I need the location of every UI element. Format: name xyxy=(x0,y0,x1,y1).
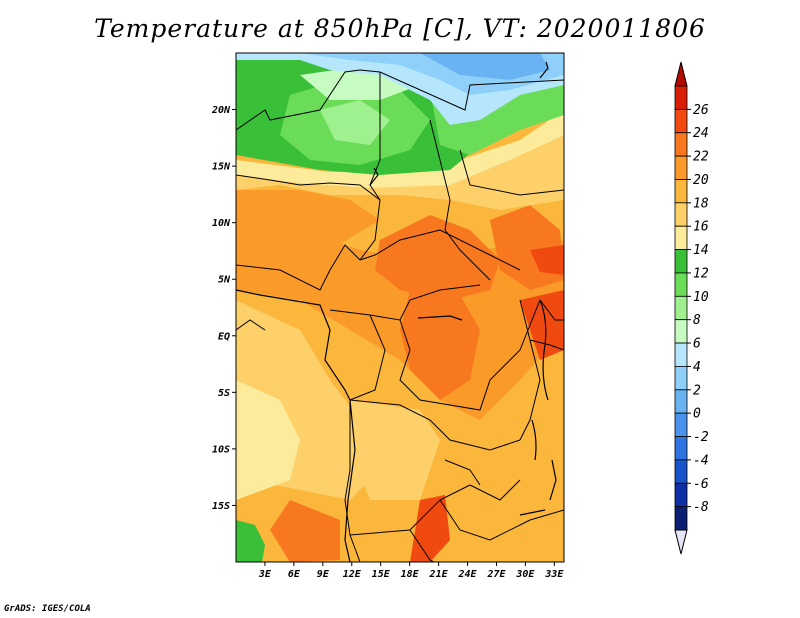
shade-area-north-deepblue xyxy=(420,53,550,80)
colorbar-swatch xyxy=(674,132,688,157)
lat-tick-label: 5S xyxy=(218,388,230,399)
colorbar-swatch xyxy=(674,249,688,274)
colorbar-swatch xyxy=(674,389,688,414)
grads-credit: GrADS: IGES/COLA xyxy=(4,604,91,614)
latitude-axis: 20N 15N 10N 5N EQ 5S 10S 15S xyxy=(211,105,236,512)
longitude-axis: 3E 6E 9E 12E 15E 18E 21E 24E 27E 30E 33E xyxy=(258,562,564,580)
lat-tick-label: 10S xyxy=(212,444,230,455)
shade-area-lakes xyxy=(520,290,564,360)
temperature-map xyxy=(236,53,564,562)
country-borders xyxy=(236,69,564,562)
shade-area-south-central xyxy=(350,400,440,500)
coastlines xyxy=(236,61,557,562)
lat-tick-label: 15S xyxy=(212,501,230,512)
shade-area-sahel xyxy=(236,130,564,210)
colorbar-swatch xyxy=(674,319,688,344)
colorbar-label: 8 xyxy=(693,313,701,328)
lat-tick-label: 15N xyxy=(212,162,231,173)
colorbar-label: 22 xyxy=(693,150,709,165)
shade-area-west-orange xyxy=(236,190,380,250)
lon-tick-label: 6E xyxy=(288,569,301,580)
colorbar-label: -6 xyxy=(693,477,709,492)
colorbar-swatch xyxy=(674,412,688,437)
shade-area-hot-east xyxy=(530,245,564,275)
colorbar-label: 18 xyxy=(693,196,709,211)
colorbar-swatch xyxy=(674,225,688,250)
shade-area-angola-south xyxy=(270,500,340,562)
shade-area-north-palegreen xyxy=(320,100,390,145)
colorbar-swatch xyxy=(674,179,688,204)
colorbar-swatch xyxy=(674,436,688,461)
lon-tick-label: 3E xyxy=(258,569,272,580)
colorbar-label: 4 xyxy=(693,360,701,375)
shade-area-sw-green xyxy=(236,520,265,562)
colorbar-swatch xyxy=(674,366,688,391)
colorbar-swatch xyxy=(674,155,688,180)
colorbar-arrow-top xyxy=(674,61,688,87)
colorbar-label: 12 xyxy=(693,266,709,281)
lon-tick-label: 33E xyxy=(544,569,564,580)
colorbar-label: 2 xyxy=(693,383,701,398)
lon-tick-label: 15E xyxy=(372,569,391,580)
colorbar-label: -8 xyxy=(693,500,709,515)
colorbar-label: 24 xyxy=(693,126,709,141)
lon-tick-label: 9E xyxy=(317,569,330,580)
colorbar-label: 10 xyxy=(693,290,709,305)
colorbar-swatch xyxy=(674,85,688,110)
shade-area-sahel-pale xyxy=(236,110,564,188)
colorbar-swatch xyxy=(674,342,688,367)
shade-area-sw-pale xyxy=(236,380,300,500)
colorbar-label: 26 xyxy=(693,103,709,118)
colorbar-swatch xyxy=(674,506,688,531)
lat-tick-label: 5N xyxy=(218,275,231,286)
colorbar-label: -4 xyxy=(693,453,709,468)
lat-tick-label: 20N xyxy=(211,105,231,116)
map-frame xyxy=(235,52,565,563)
colorbar-swatch xyxy=(674,295,688,321)
colorbar-label: 0 xyxy=(693,407,701,422)
colorbar-swatch xyxy=(674,272,688,297)
colorbar-swatch xyxy=(674,202,688,227)
colorbar-swatch xyxy=(674,482,688,508)
lon-tick-label: 27E xyxy=(486,569,506,580)
lon-tick-label: 21E xyxy=(429,569,449,580)
lat-tick-label: 10N xyxy=(212,218,231,229)
lat-tick-label: EQ xyxy=(218,331,230,342)
lon-tick-label: 18E xyxy=(401,569,420,580)
colorbar-label: 6 xyxy=(693,337,701,352)
colorbar-swatch xyxy=(674,108,688,134)
map-title: Temperature at 850hPa [C], VT: 202001180… xyxy=(94,14,706,43)
lon-tick-label: 24E xyxy=(457,569,477,580)
colorbar-label: 16 xyxy=(693,220,709,235)
colorbar-swatch xyxy=(674,459,688,484)
colorbar-label: 20 xyxy=(693,173,709,188)
shade-area-car xyxy=(375,215,500,300)
colorbar-arrow-bottom xyxy=(674,529,688,555)
lon-tick-label: 12E xyxy=(343,569,362,580)
colorbar-label: -2 xyxy=(693,430,709,445)
lon-tick-label: 30E xyxy=(515,569,535,580)
colorbar-label: 14 xyxy=(693,243,709,258)
